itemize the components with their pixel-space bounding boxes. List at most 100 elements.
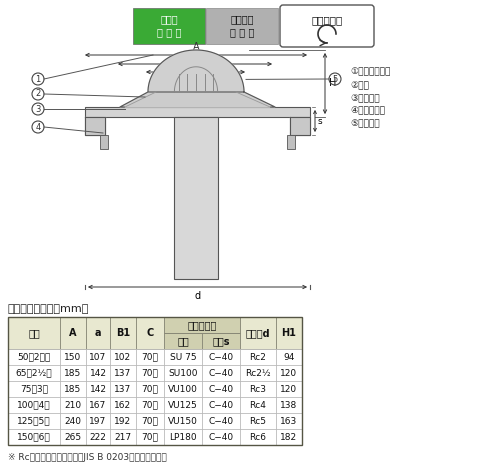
Text: ※ Rcは管用テーパめねじ（JIS B 0203）を表します。: ※ Rcは管用テーパめねじ（JIS B 0203）を表します。: [8, 453, 167, 462]
Bar: [110, 317, 136, 349]
Bar: [60, 397, 86, 413]
Bar: [164, 413, 202, 429]
Text: 塗　膆: 塗 膆: [160, 14, 178, 25]
Bar: [86, 381, 110, 397]
Bar: [86, 397, 110, 413]
Text: Rc2½: Rc2½: [245, 368, 271, 377]
Bar: [133, 8, 205, 44]
Bar: [110, 381, 136, 397]
Text: 217: 217: [114, 432, 132, 441]
Text: LP180: LP180: [169, 432, 197, 441]
Bar: [85, 107, 310, 117]
Bar: [60, 381, 86, 397]
Text: スペーサー: スペーサー: [187, 320, 216, 330]
Text: 120: 120: [280, 368, 298, 377]
Text: VU100: VU100: [168, 384, 198, 394]
Text: 210: 210: [64, 401, 82, 410]
Text: Rc4: Rc4: [250, 401, 266, 410]
Text: ①ストレーナー: ①ストレーナー: [350, 68, 390, 77]
Text: C−40: C−40: [208, 353, 234, 361]
Bar: [136, 381, 164, 397]
Text: Rc6: Rc6: [250, 432, 266, 441]
Text: A: A: [192, 42, 199, 52]
Text: 240: 240: [64, 417, 82, 425]
Text: 125（5）: 125（5）: [17, 417, 51, 425]
Text: 167: 167: [89, 401, 107, 410]
Bar: [60, 429, 86, 445]
Text: Rc3: Rc3: [250, 384, 266, 394]
Bar: [86, 365, 110, 381]
Text: 70～: 70～: [142, 401, 158, 410]
Text: 寸法表　＜単位：mm＞: 寸法表 ＜単位：mm＞: [8, 304, 89, 314]
Bar: [206, 8, 278, 44]
Text: VU125: VU125: [168, 401, 198, 410]
Bar: [164, 317, 240, 333]
Text: 5: 5: [332, 75, 337, 84]
Bar: [174, 117, 218, 279]
Bar: [164, 365, 202, 381]
Text: 197: 197: [89, 417, 107, 425]
Bar: [164, 429, 202, 445]
Bar: [136, 429, 164, 445]
Bar: [240, 349, 276, 365]
Text: 150: 150: [64, 353, 82, 361]
Text: 70～: 70～: [142, 384, 158, 394]
Bar: [276, 317, 302, 349]
Bar: [240, 413, 276, 429]
Text: 70～: 70～: [142, 432, 158, 441]
Text: 規格: 規格: [177, 336, 189, 346]
Bar: [136, 365, 164, 381]
Text: 70～: 70～: [142, 368, 158, 377]
Bar: [240, 397, 276, 413]
Text: 163: 163: [280, 417, 298, 425]
Bar: [276, 413, 302, 429]
Bar: [60, 365, 86, 381]
Text: SU100: SU100: [168, 368, 198, 377]
Bar: [8, 317, 60, 349]
Bar: [240, 365, 276, 381]
Bar: [202, 429, 240, 445]
Text: SU 75: SU 75: [170, 353, 196, 361]
Polygon shape: [85, 117, 105, 135]
Text: 防 水 用: 防 水 用: [230, 28, 254, 37]
Text: ねじ径d: ねじ径d: [246, 328, 270, 338]
Text: C−40: C−40: [208, 401, 234, 410]
Bar: [60, 317, 86, 349]
Text: 162: 162: [114, 401, 132, 410]
Text: 4: 4: [36, 122, 41, 132]
Text: Rc2: Rc2: [250, 353, 266, 361]
Bar: [164, 333, 202, 349]
Text: 142: 142: [89, 368, 107, 377]
Text: 150（6）: 150（6）: [17, 432, 51, 441]
Bar: [86, 429, 110, 445]
Bar: [240, 381, 276, 397]
Text: H: H: [329, 78, 336, 89]
Bar: [136, 317, 164, 349]
Bar: [8, 413, 60, 429]
Polygon shape: [290, 117, 310, 135]
Bar: [60, 349, 86, 365]
Bar: [164, 349, 202, 365]
Bar: [164, 381, 202, 397]
Text: 137: 137: [114, 384, 132, 394]
Bar: [202, 381, 240, 397]
Text: 265: 265: [64, 432, 82, 441]
Bar: [8, 317, 302, 445]
Polygon shape: [148, 50, 244, 92]
Bar: [110, 413, 136, 429]
Text: 185: 185: [64, 384, 82, 394]
Bar: [8, 349, 60, 365]
Bar: [100, 135, 108, 149]
Bar: [86, 317, 110, 349]
Polygon shape: [125, 92, 270, 107]
Bar: [136, 413, 164, 429]
Text: 137: 137: [114, 368, 132, 377]
Bar: [8, 429, 60, 445]
Text: 222: 222: [90, 432, 107, 441]
Bar: [60, 413, 86, 429]
Bar: [202, 365, 240, 381]
Polygon shape: [120, 92, 275, 107]
Bar: [276, 397, 302, 413]
Bar: [287, 135, 295, 149]
Text: 2: 2: [36, 90, 41, 99]
